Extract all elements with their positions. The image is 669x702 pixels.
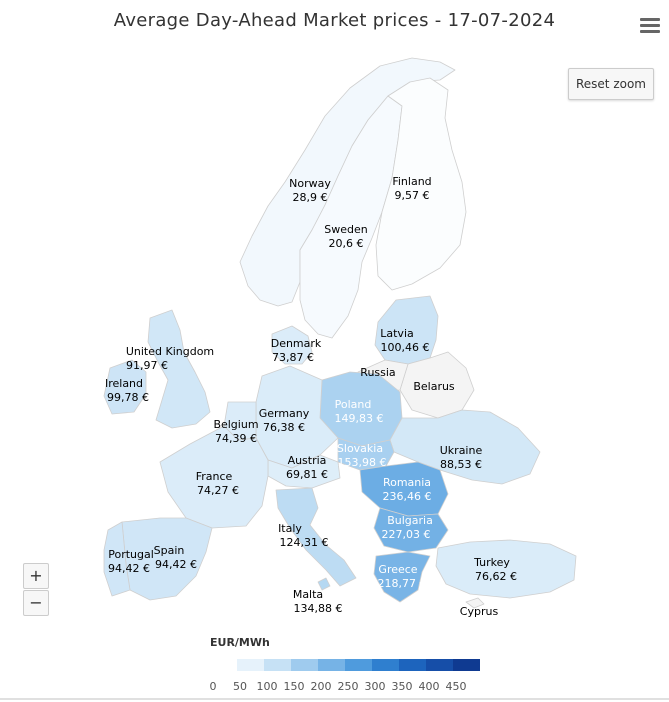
legend-title: EUR/MWh [210,636,270,649]
price-belgium: 74,39 € [215,432,257,445]
price-turkey: 76,62 € [475,570,517,583]
country-italy[interactable] [275,487,357,587]
price-spain: 94,42 € [155,558,197,571]
zoom-out-button[interactable]: − [23,590,49,616]
label-turkey: Turkey [473,556,510,569]
price-italy: 124,31 € [280,536,329,549]
price-finland: 9,57 € [395,189,430,202]
label-denmark: Denmark [271,337,322,350]
price-denmark: 73,87 € [272,351,314,364]
legend-tick-label: 250 [337,680,359,693]
label-united-kingdom: United Kingdom [126,345,214,358]
legend-tick-label: 0 [209,680,217,693]
country-turkey[interactable] [435,539,577,599]
legend-swatch [345,659,372,671]
label-germany: Germany [259,407,310,420]
country-bulgaria[interactable] [373,507,449,553]
price-slovakia: 153,98 € [338,456,387,469]
legend-swatch [372,659,399,671]
label-sweden: Sweden [324,223,367,236]
legend-tick-label: 100 [256,680,278,693]
menu-line [640,24,660,27]
price-poland: 149,83 € [335,412,384,425]
label-finland: Finland [392,175,431,188]
price-malta: 134,88 € [294,602,343,615]
price-germany: 76,38 € [263,421,305,434]
label-latvia: Latvia [380,327,414,340]
price-united-kingdom: 91,97 € [126,359,168,372]
country-slovakia[interactable] [337,437,395,471]
price-latvia: 100,46 € [381,341,430,354]
label-russia: Russia [360,366,395,379]
price-austria: 69,81 € [286,468,328,481]
country-greece[interactable] [373,551,431,603]
price-bulgaria: 227,03 € [382,528,431,541]
price-sweden: 20,6 € [329,237,364,250]
label-belarus: Belarus [413,380,455,393]
label-belgium: Belgium [213,418,258,431]
legend-tick-label: 150 [283,680,305,693]
price-romania: 236,46 € [383,490,432,503]
label-spain: Spain [154,544,185,557]
country-denmark[interactable] [271,325,313,365]
country-austria[interactable] [267,454,341,489]
legend-tick-label: 450 [445,680,467,693]
label-ukraine: Ukraine [440,444,483,457]
country-romania[interactable] [359,461,449,517]
label-austria: Austria [288,454,327,467]
legend-tick-label: 50 [233,680,247,693]
menu-line [640,18,660,21]
label-cyprus: Cyprus [460,605,499,618]
reset-zoom-button[interactable]: Reset zoom [568,68,654,100]
label-bulgaria: Bulgaria [387,514,433,527]
europe-map: Norway 28,9 € Finland 9,57 € Sweden 20,6… [103,57,577,618]
zoom-in-button[interactable]: + [23,563,49,589]
legend-swatch [399,659,426,671]
label-ireland: Ireland [105,377,143,390]
country-cyprus[interactable] [465,597,485,609]
label-norway: Norway [289,177,331,190]
price-portugal: 94,42 € [108,562,150,575]
price-france: 74,27 € [197,484,239,497]
legend-swatch [264,659,291,671]
legend-swatch [237,659,264,671]
country-ukraine[interactable] [389,409,541,485]
bottom-divider [0,698,669,700]
chart-title: Average Day-Ahead Market prices - 17-07-… [113,10,556,31]
country-belarus[interactable] [399,351,475,419]
price-ukraine: 88,53 € [440,458,482,471]
label-slovakia: Slovakia [337,442,383,455]
price-greece: 218,77 € [378,577,427,590]
legend-swatch [318,659,345,671]
label-malta: Malta [293,588,323,601]
price-norway: 28,9 € [293,191,328,204]
country-ireland[interactable] [103,359,147,415]
country-portugal[interactable] [103,521,131,597]
legend-tick-label: 300 [364,680,386,693]
legend-tick-label: 200 [310,680,332,693]
label-poland: Poland [335,398,372,411]
label-italy: Italy [278,522,302,535]
legend-tick-label: 400 [418,680,440,693]
legend-color-scale [210,659,480,671]
price-ireland: 99,78 € [107,391,149,404]
label-france: France [196,470,233,483]
label-portugal: Portugal [108,548,154,561]
country-united-kingdom[interactable] [147,309,211,429]
legend-swatch [210,659,237,671]
label-greece: Greece [378,563,417,576]
country-finland[interactable] [375,77,467,291]
legend-swatch [453,659,480,671]
label-romania: Romania [383,476,431,489]
legend-swatch [291,659,318,671]
country-malta[interactable] [317,577,331,591]
menu-line [640,30,660,33]
legend-swatch [426,659,453,671]
legend-ticks: 0 50 100 150 200 250 300 350 400 450 [200,680,490,694]
legend-tick-label: 350 [391,680,413,693]
hamburger-menu-icon[interactable] [640,18,660,36]
